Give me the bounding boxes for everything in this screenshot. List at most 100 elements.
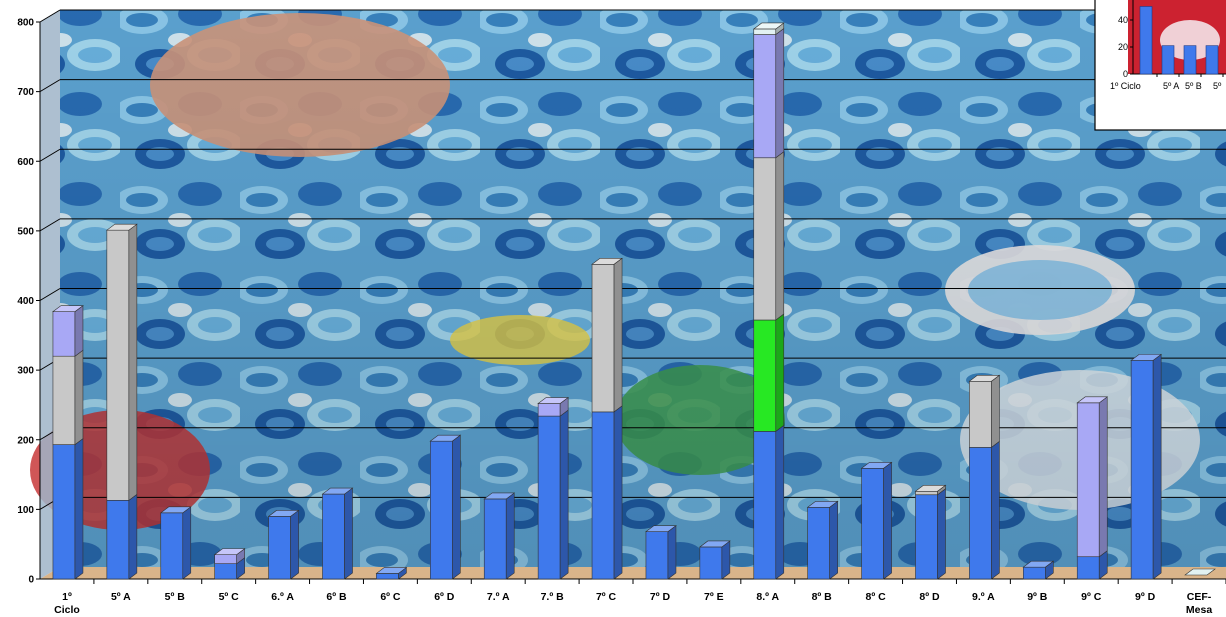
x-tick-label: 7º D	[650, 591, 671, 603]
bar-top	[1022, 560, 1055, 568]
bar-segment	[969, 447, 992, 580]
bar-stack	[1130, 353, 1163, 580]
bar-top	[537, 397, 570, 404]
bar-segment-side	[559, 409, 569, 580]
bar-segment	[483, 498, 507, 580]
x-tick-label: 8º B	[812, 591, 833, 603]
bar-segment	[214, 554, 237, 564]
bar-segment-side	[505, 492, 515, 580]
bar-segment-side	[883, 461, 892, 580]
bar-segment-side	[775, 151, 785, 321]
bar-top	[105, 223, 138, 231]
bar-top	[483, 492, 516, 500]
inset-chart: 0 20 40 1º Ciclo 5º A 5º B 5º	[1094, 0, 1226, 131]
bar-segment-side	[128, 223, 138, 501]
inset-x-tick-label: 5º A	[1163, 81, 1179, 91]
bar-segment-side	[74, 349, 84, 446]
bar-stack	[1184, 568, 1216, 576]
bar-stack	[698, 540, 731, 580]
bar-top	[1076, 396, 1109, 404]
bar-segment	[591, 411, 615, 580]
bar-segment	[322, 493, 345, 580]
x-tick-label: 7.º B	[541, 591, 565, 603]
bar-stack	[968, 374, 1001, 580]
bar-top	[914, 484, 947, 492]
inset-bar	[1161, 45, 1175, 75]
bar-stack	[105, 223, 138, 580]
x-tick-label: 6º C	[380, 591, 401, 603]
bar-stack	[806, 500, 839, 580]
bar-stack	[1076, 396, 1109, 580]
bar-top	[860, 461, 893, 469]
bar-segment	[753, 34, 777, 159]
bar-top	[321, 487, 354, 495]
bar-segment	[645, 531, 669, 580]
bar-top	[698, 540, 731, 548]
bar-stack	[537, 396, 570, 580]
gridlines	[39, 9, 1226, 510]
y-tick-label: 0	[28, 575, 34, 586]
x-tick-label: 8.º A	[756, 591, 779, 603]
x-tick-label: 8º D	[919, 591, 940, 603]
bar-segment-side	[74, 305, 84, 357]
bar-segment	[52, 355, 76, 445]
x-tick-label: 6º D	[434, 591, 455, 603]
x-tick-label: 9º C	[1081, 591, 1102, 603]
bar-segment-side	[613, 257, 623, 413]
bar-segment	[861, 467, 884, 580]
bar-empty	[1184, 568, 1216, 576]
bar-segment	[160, 512, 184, 580]
bar-stack	[321, 487, 354, 580]
gridline-diag	[39, 9, 61, 23]
bars	[52, 22, 1216, 580]
bar-top	[645, 525, 677, 532]
bar-segment	[1130, 360, 1154, 580]
bar-segment	[376, 573, 399, 580]
bar-segment	[52, 311, 76, 357]
bar-segment	[430, 440, 453, 580]
bar-segment	[753, 157, 777, 321]
bar-segment-side	[74, 438, 84, 580]
gridline-diag	[39, 288, 61, 301]
y-tick-label: 100	[17, 505, 34, 516]
bar-segment-side	[1152, 353, 1162, 580]
bar-top	[752, 22, 785, 30]
bar-stack	[213, 548, 246, 580]
inset-x-tick-label: 1º Ciclo	[1110, 81, 1141, 91]
bar-top	[591, 257, 623, 265]
y-tick-label: 800	[17, 18, 34, 29]
inset-y-tick-label: 40	[1118, 15, 1128, 25]
bar-top	[1130, 354, 1163, 361]
y-tick-label: 700	[17, 87, 34, 98]
bar-segment-side	[667, 525, 677, 580]
x-tick-label: 1º	[62, 591, 72, 603]
bar-segment	[915, 494, 938, 580]
x-tick-label-line2: Mesa	[1186, 604, 1212, 616]
bar-segment-side	[182, 506, 192, 580]
bar-stack	[52, 305, 84, 580]
gridline-diag	[39, 218, 61, 232]
y-tick-label: 600	[17, 157, 34, 168]
bar-stack	[483, 492, 516, 580]
x-tick-label: 6º B	[326, 591, 347, 603]
x-tick-label-line2: Ciclo	[54, 604, 80, 616]
x-tick-label: 6.º A	[271, 591, 294, 603]
y-tick-label: 200	[17, 435, 34, 446]
bar-stack	[645, 525, 677, 580]
bar-segment	[807, 506, 830, 580]
bar-segment-side	[991, 440, 1000, 580]
bar-stack	[591, 257, 623, 580]
bar-stack	[914, 484, 947, 580]
bar-stack	[429, 434, 462, 580]
bar-segment	[753, 431, 777, 580]
bar-top	[806, 500, 839, 508]
bar-segment-side	[613, 405, 623, 580]
bar-segment-side	[721, 540, 731, 580]
bar-segment-side	[991, 374, 1000, 449]
x-tick-label: 5º C	[219, 591, 240, 603]
bar-segment	[52, 444, 76, 580]
bar-top	[52, 305, 84, 312]
bar-segment-side	[128, 493, 138, 580]
x-tick-label: 5º B	[165, 591, 186, 603]
x-tick-label: 7º E	[704, 591, 724, 603]
